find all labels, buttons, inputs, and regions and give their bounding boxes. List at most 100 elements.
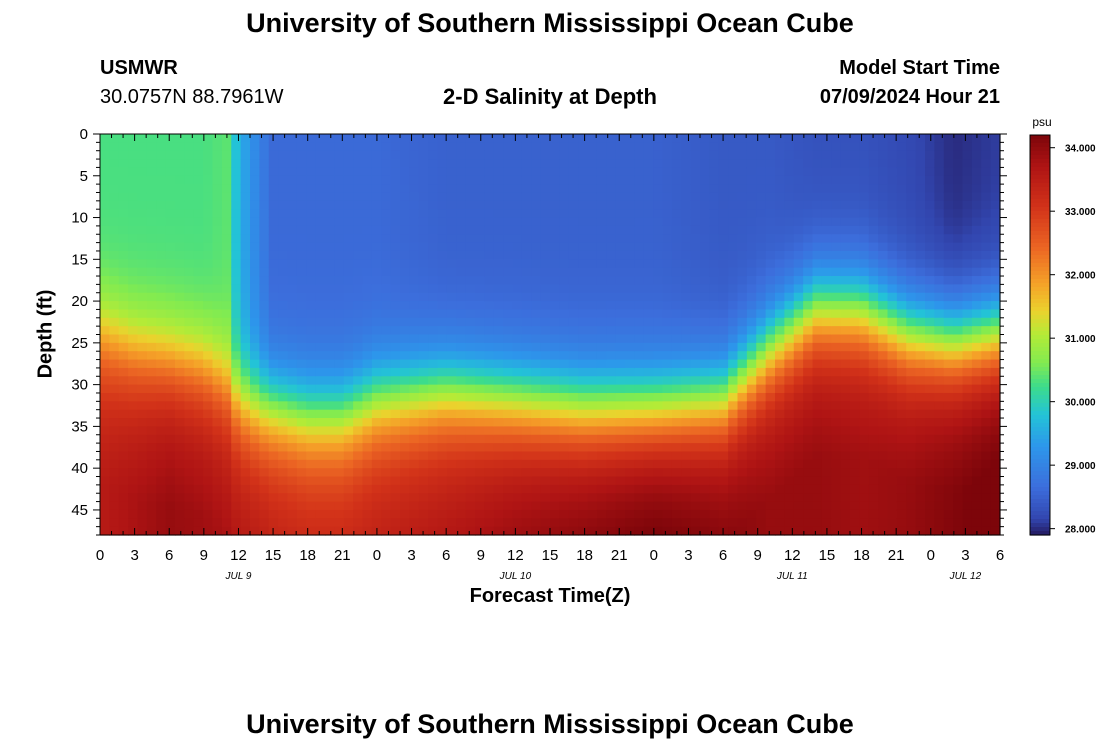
heatmap-cell bbox=[109, 134, 120, 143]
heatmap-cell bbox=[475, 359, 485, 369]
heatmap-cell bbox=[418, 184, 429, 194]
heatmap-cell bbox=[578, 134, 589, 143]
heatmap-cell bbox=[428, 518, 439, 528]
heatmap-cell bbox=[896, 376, 907, 386]
heatmap-cell bbox=[587, 317, 598, 327]
heatmap-cell bbox=[550, 526, 560, 536]
heatmap-cell bbox=[718, 367, 729, 377]
heatmap-cell bbox=[409, 284, 420, 294]
heatmap-cell bbox=[606, 192, 617, 202]
heatmap-cell bbox=[981, 459, 992, 469]
heatmap-cell bbox=[737, 418, 748, 427]
heatmap-cell bbox=[475, 434, 485, 444]
heatmap-cell bbox=[915, 376, 926, 386]
heatmap-cell bbox=[925, 334, 935, 344]
heatmap-cell bbox=[540, 476, 551, 486]
heatmap-cell bbox=[681, 292, 692, 302]
heatmap-cell bbox=[831, 134, 842, 143]
heatmap-cell bbox=[906, 242, 917, 252]
heatmap-cell bbox=[737, 451, 748, 461]
heatmap-cell bbox=[606, 342, 617, 352]
heatmap-cell bbox=[850, 259, 860, 269]
heatmap-cell bbox=[709, 451, 720, 461]
heatmap-cell bbox=[100, 484, 110, 494]
heatmap-cell bbox=[821, 518, 832, 528]
heatmap-cell bbox=[690, 484, 701, 494]
heatmap-cell bbox=[409, 326, 420, 336]
heatmap-cell bbox=[296, 276, 307, 285]
heatmap-cell bbox=[128, 192, 139, 202]
heatmap-cell bbox=[437, 526, 448, 536]
heatmap-cell bbox=[446, 150, 457, 160]
heatmap-cell bbox=[990, 159, 1001, 169]
heatmap-cell bbox=[437, 476, 448, 486]
heatmap-cell bbox=[165, 476, 176, 486]
heatmap-cell bbox=[390, 451, 401, 461]
heatmap-cell bbox=[915, 326, 926, 336]
heatmap-cell bbox=[418, 526, 429, 536]
heatmap-cell bbox=[268, 209, 279, 219]
heatmap-cell bbox=[287, 476, 298, 486]
heatmap-cell bbox=[606, 384, 617, 394]
heatmap-cell bbox=[212, 359, 223, 369]
heatmap-cell bbox=[484, 501, 495, 511]
heatmap-cell bbox=[343, 276, 354, 285]
heatmap-cell bbox=[175, 334, 185, 344]
heatmap-cell bbox=[531, 250, 542, 260]
heatmap-cell bbox=[868, 326, 879, 336]
heatmap-cell bbox=[962, 359, 973, 369]
heatmap-cell bbox=[128, 209, 139, 219]
heatmap-cell bbox=[896, 217, 907, 227]
heatmap-cell bbox=[850, 175, 860, 185]
heatmap-cell bbox=[212, 159, 223, 169]
heatmap-cell bbox=[718, 392, 729, 402]
heatmap-cell bbox=[700, 159, 710, 169]
heatmap-cell bbox=[925, 351, 935, 361]
heatmap-cell bbox=[409, 167, 420, 177]
heatmap-cell bbox=[615, 250, 626, 260]
heatmap-cell bbox=[400, 476, 410, 486]
heatmap-cell bbox=[803, 167, 814, 177]
heatmap-cell bbox=[793, 384, 804, 394]
heatmap-cell bbox=[175, 401, 185, 411]
heatmap-cell bbox=[625, 493, 635, 503]
heatmap-cell bbox=[981, 292, 992, 302]
heatmap-cell bbox=[887, 342, 898, 352]
heatmap-cell bbox=[503, 443, 514, 453]
heatmap-cell bbox=[231, 451, 242, 461]
heatmap-cell bbox=[587, 434, 598, 444]
heatmap-cell bbox=[371, 334, 382, 344]
heatmap-cell bbox=[371, 301, 382, 311]
heatmap-cell bbox=[803, 200, 814, 210]
heatmap-cell bbox=[221, 217, 232, 227]
heatmap-cell bbox=[353, 392, 364, 402]
heatmap-cell bbox=[981, 418, 992, 427]
colorbar-cell bbox=[1030, 163, 1050, 168]
heatmap-cell bbox=[531, 518, 542, 528]
heatmap-cell bbox=[840, 317, 851, 327]
heatmap-cell bbox=[446, 367, 457, 377]
heatmap-cell bbox=[653, 476, 664, 486]
heatmap-cell bbox=[325, 192, 335, 202]
heatmap-cell bbox=[550, 242, 560, 252]
heatmap-cell bbox=[240, 292, 251, 302]
heatmap-cell bbox=[559, 276, 570, 285]
heatmap-cell bbox=[146, 359, 157, 369]
heatmap-cell bbox=[493, 459, 504, 469]
heatmap-cell bbox=[446, 184, 457, 194]
heatmap-cell bbox=[146, 443, 157, 453]
heatmap-cell bbox=[493, 401, 504, 411]
heatmap-cell bbox=[353, 451, 364, 461]
heatmap-cell bbox=[240, 443, 251, 453]
heatmap-cell bbox=[596, 242, 607, 252]
heatmap-cell bbox=[765, 184, 776, 194]
heatmap-cell bbox=[428, 142, 439, 152]
heatmap-cell bbox=[128, 309, 139, 319]
heatmap-cell bbox=[850, 200, 860, 210]
heatmap-cell bbox=[690, 409, 701, 419]
heatmap-cell bbox=[981, 242, 992, 252]
heatmap-cell bbox=[503, 276, 514, 285]
heatmap-cell bbox=[718, 225, 729, 235]
heatmap-cell bbox=[568, 484, 579, 494]
heatmap-cell bbox=[353, 493, 364, 503]
